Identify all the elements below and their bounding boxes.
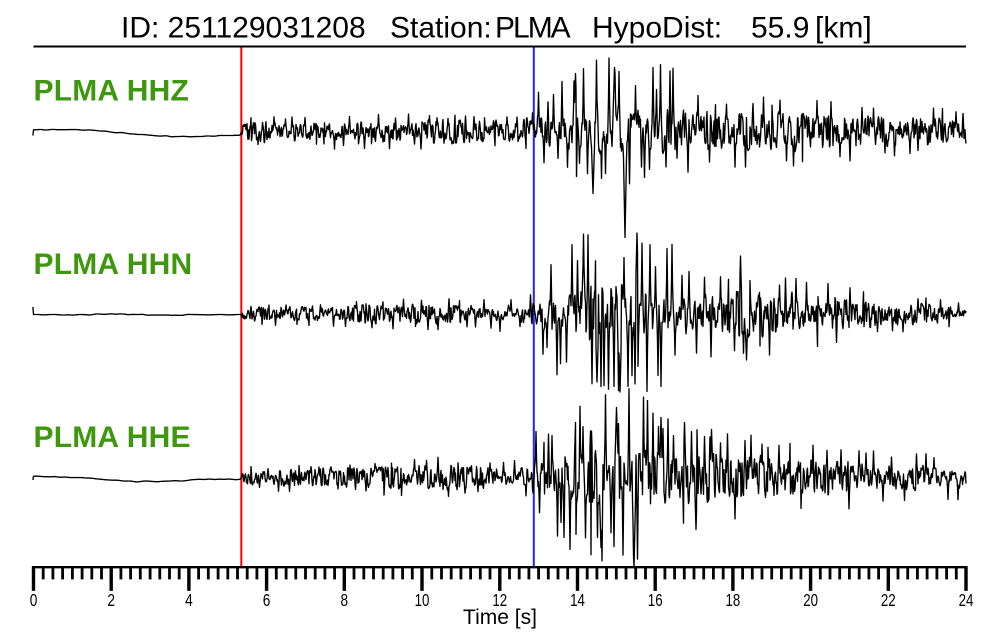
svg-text:12: 12 (492, 590, 507, 610)
svg-text:Time [s]: Time [s] (463, 606, 537, 629)
svg-text:[km]: [km] (815, 11, 872, 44)
svg-text:10: 10 (415, 590, 430, 610)
svg-text:8: 8 (341, 590, 349, 610)
svg-text:2: 2 (107, 590, 115, 610)
svg-text:6: 6 (263, 590, 271, 610)
svg-text:PLMA HHZ: PLMA HHZ (34, 75, 189, 108)
svg-text:16: 16 (648, 590, 663, 610)
svg-text:Station:: Station: (390, 11, 492, 44)
svg-text:55.9: 55.9 (751, 11, 809, 44)
svg-text:18: 18 (726, 590, 741, 610)
svg-text:ID: 251129031208: ID: 251129031208 (121, 11, 366, 44)
svg-text:22: 22 (881, 590, 896, 610)
svg-text:PLMA: PLMA (495, 11, 571, 44)
svg-text:PLMA HHE: PLMA HHE (34, 421, 191, 454)
svg-text:4: 4 (185, 590, 193, 610)
svg-text:14: 14 (570, 590, 585, 610)
svg-text:0: 0 (30, 590, 38, 610)
svg-text:PLMA HHN: PLMA HHN (34, 248, 193, 281)
svg-text:24: 24 (959, 590, 974, 610)
svg-text:20: 20 (803, 590, 818, 610)
svg-text:HypoDist:: HypoDist: (592, 11, 722, 44)
